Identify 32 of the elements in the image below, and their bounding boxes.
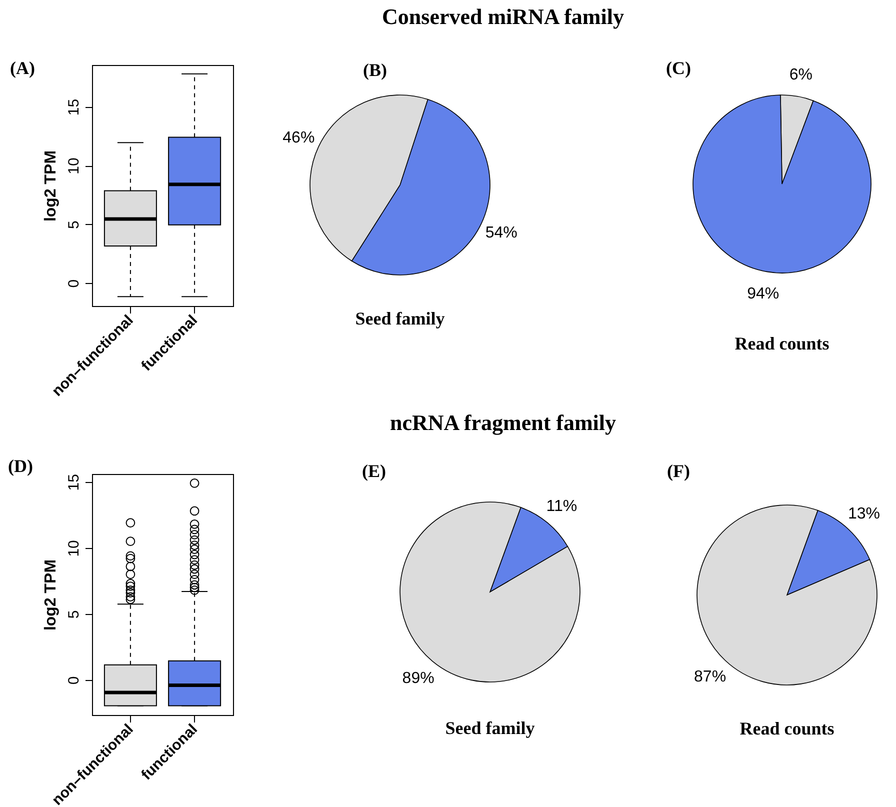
y-tick-label: 0 xyxy=(66,279,82,288)
data-label: 94% xyxy=(747,285,780,302)
y-axis-title: log2 TPM xyxy=(42,150,60,222)
y-axis-title: log2 TPM xyxy=(42,559,60,631)
y-tick-label: 10 xyxy=(66,540,82,557)
y-tick-label: 5 xyxy=(66,610,82,619)
data-label: 13% xyxy=(848,506,880,523)
text: (B) xyxy=(363,60,387,81)
data-label: 89% xyxy=(402,670,434,688)
text: (F) xyxy=(667,461,690,482)
y-tick-label: 15 xyxy=(66,474,82,491)
text: (C) xyxy=(666,58,691,79)
text: (A) xyxy=(10,58,35,79)
text: (D) xyxy=(8,456,33,477)
data-label: 87% xyxy=(694,668,726,686)
data-label: 46% xyxy=(282,129,315,146)
text: Read counts xyxy=(740,718,834,739)
y-tick-label: 10 xyxy=(66,158,82,174)
pie-slice xyxy=(400,502,580,682)
pie-slice xyxy=(692,94,872,274)
data-label: 11% xyxy=(546,498,578,515)
chart-title: Conserved miRNA family xyxy=(382,4,624,30)
text: Seed family xyxy=(445,718,535,738)
chart-title: ncRNA fragment family xyxy=(390,410,616,436)
y-tick-label: 0 xyxy=(66,676,82,685)
data-label: 6% xyxy=(789,66,812,84)
text: Seed family xyxy=(355,308,445,329)
data-label: 54% xyxy=(485,224,518,242)
y-tick-label: 15 xyxy=(66,98,82,116)
y-tick-label: 5 xyxy=(66,220,82,229)
text: (E) xyxy=(362,461,386,482)
text: Read counts xyxy=(734,333,830,354)
